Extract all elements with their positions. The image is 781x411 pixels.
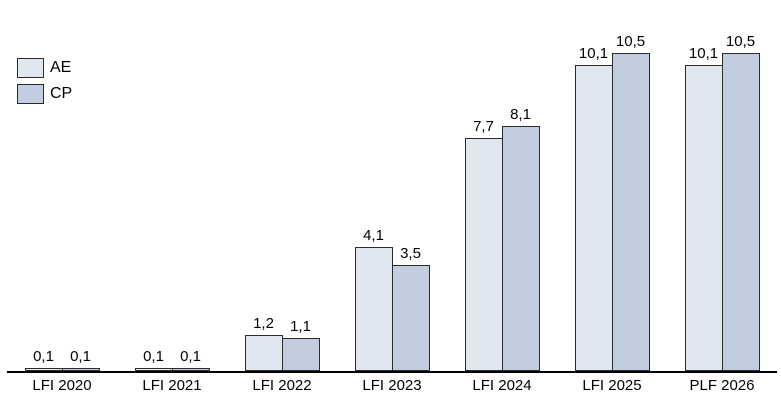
plot-area: 0,1 0,1 0,1 0,1 1,2 1,1 4,1 3,5 7,7 8,1 10,1 10,5 10… — [7, 0, 777, 373]
bar-value-label: 3,5 — [400, 245, 421, 262]
bar-ae-plf-2026: 10,1 — [684, 45, 723, 371]
x-tick-label: LFI 2022 — [252, 377, 312, 394]
bar-ae-lfi-2023: 4,1 — [354, 227, 393, 371]
bar-value-label: 0,1 — [180, 348, 201, 365]
bar-ae-lfi-2020: 0,1 — [24, 348, 63, 371]
bar-group: 7,7 8,1 — [447, 0, 557, 371]
x-tick-label: LFI 2023 — [362, 377, 422, 394]
bar-value-label: 7,7 — [473, 118, 494, 135]
x-tick-label: LFI 2020 — [32, 377, 92, 394]
legend-label-ae: AE — [50, 59, 72, 76]
x-axis-labels: LFI 2020 LFI 2021 LFI 2022 LFI 2023 LFI 2024… — [7, 377, 777, 394]
bar-group: 0,1 0,1 — [7, 0, 117, 371]
bar-group: 10,1 10,5 — [557, 0, 667, 371]
legend-item-ae: AE — [17, 58, 72, 78]
bar-value-label: 10,1 — [688, 45, 719, 62]
bar-cp-lfi-2025: 10,5 — [611, 33, 650, 371]
bar-value-label: 1,2 — [253, 315, 274, 332]
bar-columns: 0,1 0,1 0,1 0,1 1,2 1,1 4,1 3,5 7,7 8,1 10,1 10,5 10… — [7, 0, 777, 371]
bar-value-label: 10,5 — [725, 33, 756, 50]
x-tick-label: LFI 2025 — [582, 377, 642, 394]
bar-ae-lfi-2022: 1,2 — [244, 315, 283, 371]
x-tick-label: LFI 2021 — [142, 377, 202, 394]
x-tick-label: PLF 2026 — [689, 377, 755, 394]
bar-cp-plf-2026: 10,5 — [721, 33, 760, 371]
chart-legend: AE CP — [17, 58, 72, 104]
bar-cp-lfi-2020: 0,1 — [61, 348, 100, 371]
bar-value-label: 8,1 — [510, 106, 531, 123]
bar-value-label: 10,5 — [615, 33, 646, 50]
bar-value-label: 4,1 — [363, 227, 384, 244]
legend-label-cp: CP — [50, 85, 73, 102]
bar-cp-lfi-2021: 0,1 — [171, 348, 210, 371]
bar-value-label: 10,1 — [578, 45, 609, 62]
bar-ae-lfi-2024: 7,7 — [464, 118, 503, 371]
bar-ae-lfi-2021: 0,1 — [134, 348, 173, 371]
bar-value-label: 0,1 — [33, 348, 54, 365]
legend-swatch-cp — [17, 84, 44, 104]
x-tick-label: LFI 2024 — [472, 377, 532, 394]
bar-cp-lfi-2023: 3,5 — [391, 245, 430, 371]
bar-value-label: 0,1 — [70, 348, 91, 365]
bar-group: 10,1 10,5 — [667, 0, 777, 371]
bar-value-label: 0,1 — [143, 348, 164, 365]
legend-item-cp: CP — [17, 84, 72, 104]
bar-cp-lfi-2024: 8,1 — [501, 106, 540, 371]
bar-value-label: 1,1 — [290, 318, 311, 335]
bar-ae-lfi-2025: 10,1 — [574, 45, 613, 371]
bar-cp-lfi-2022: 1,1 — [281, 318, 320, 371]
legend-swatch-ae — [17, 58, 44, 78]
bar-group: 1,2 1,1 — [227, 0, 337, 371]
bar-group: 0,1 0,1 — [117, 0, 227, 371]
bar-group: 4,1 3,5 — [337, 0, 447, 371]
